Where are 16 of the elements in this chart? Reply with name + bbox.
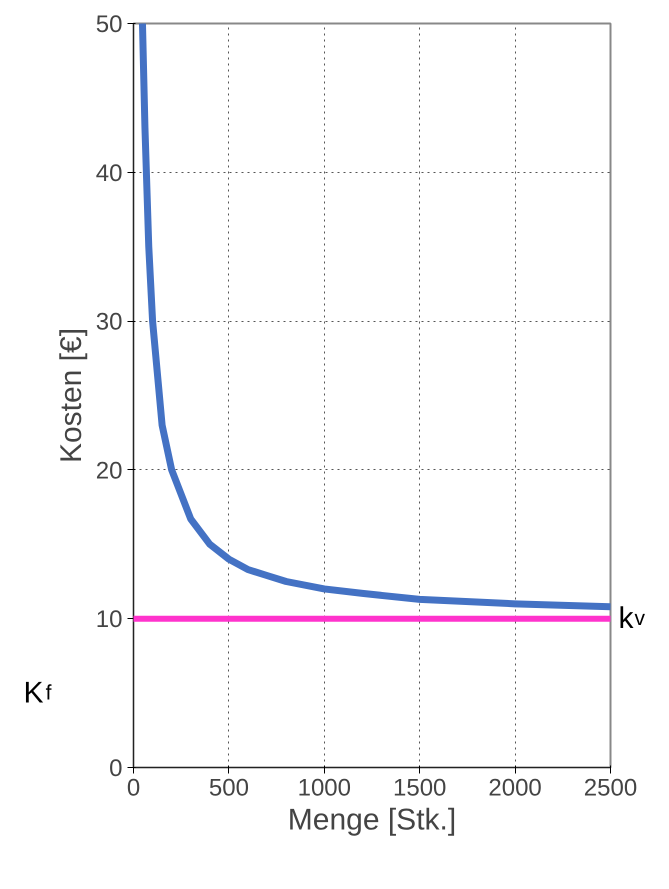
x-tick-label: 500 [208,774,249,802]
x-tick-label: 1500 [393,774,446,802]
x-tick-label: 0 [126,774,140,802]
x-tick-label: 1000 [298,774,351,802]
y-tick-label: 0 [109,755,123,782]
x-axis-title: Menge [Stk.] [288,804,456,836]
y-tick-label: 10 [96,606,123,634]
ref-line-label: kv [618,602,646,636]
y-axis-title: Kosten [€] [54,328,88,464]
y-tick-label: 20 [96,457,123,484]
y-tick-label: 50 [96,11,123,38]
x-tick-label: 2500 [584,774,638,802]
y-tick-label: 30 [96,308,123,336]
x-tick-label: 2000 [488,774,542,802]
text: Kf [23,676,52,710]
y-tick-label: 40 [96,160,123,187]
